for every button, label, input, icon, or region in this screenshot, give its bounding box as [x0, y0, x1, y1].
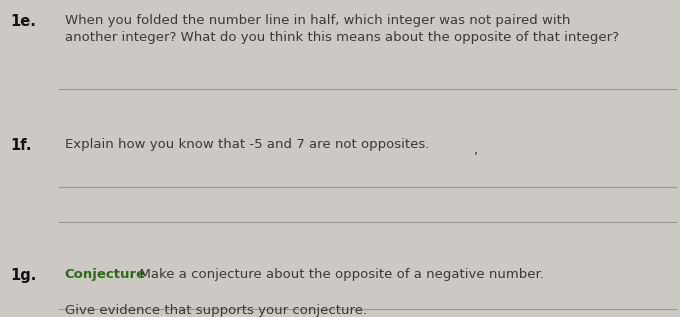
Text: Make a conjecture about the opposite of a negative number.: Make a conjecture about the opposite of …	[131, 268, 543, 281]
Text: ,: ,	[473, 144, 477, 157]
Text: Explain how you know that -5 and 7 are not opposites.: Explain how you know that -5 and 7 are n…	[65, 138, 429, 151]
Text: 1f.: 1f.	[10, 138, 32, 153]
Text: Give evidence that supports your conjecture.: Give evidence that supports your conject…	[65, 304, 367, 317]
Text: 1g.: 1g.	[10, 268, 37, 283]
Text: When you folded the number line in half, which integer was not paired with
anoth: When you folded the number line in half,…	[65, 14, 619, 44]
Text: 1e.: 1e.	[10, 14, 36, 29]
Text: Conjecture: Conjecture	[65, 268, 146, 281]
